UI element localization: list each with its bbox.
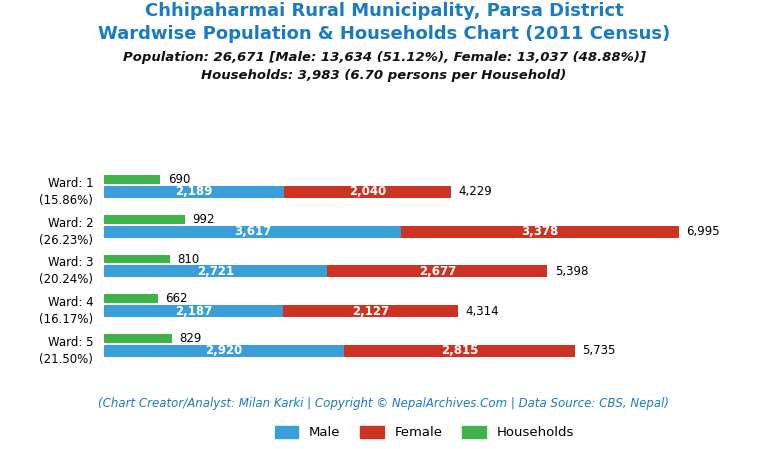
Bar <box>104 255 170 264</box>
Text: 992: 992 <box>193 213 215 226</box>
Text: Population: 26,671 [Male: 13,634 (51.12%), Female: 13,037 (48.88%)]: Population: 26,671 [Male: 13,634 (51.12%… <box>123 51 645 64</box>
Text: 3,378: 3,378 <box>521 225 558 238</box>
Bar <box>344 345 575 357</box>
Text: Households: 3,983 (6.70 persons per Household): Households: 3,983 (6.70 persons per Hous… <box>201 69 567 82</box>
Text: 2,721: 2,721 <box>197 265 234 278</box>
Bar <box>104 305 283 317</box>
Text: 690: 690 <box>167 173 190 186</box>
Text: Wardwise Population & Households Chart (2011 Census): Wardwise Population & Households Chart (… <box>98 25 670 43</box>
Bar <box>104 265 327 277</box>
Text: 5,735: 5,735 <box>583 344 616 357</box>
Text: 2,189: 2,189 <box>175 185 213 198</box>
Text: 829: 829 <box>179 332 202 345</box>
Text: 2,677: 2,677 <box>419 265 456 278</box>
Text: 2,187: 2,187 <box>175 304 212 317</box>
Text: 662: 662 <box>166 292 188 305</box>
Bar <box>104 295 158 303</box>
Bar <box>283 305 458 317</box>
Text: 4,314: 4,314 <box>465 304 499 317</box>
Bar <box>104 175 161 184</box>
Bar <box>283 186 452 198</box>
Bar <box>104 215 185 224</box>
Text: 3,617: 3,617 <box>233 225 271 238</box>
Bar <box>104 186 283 198</box>
Bar <box>104 334 172 343</box>
Text: 2,127: 2,127 <box>353 304 389 317</box>
Text: 6,995: 6,995 <box>686 225 720 238</box>
Bar <box>327 265 548 277</box>
Text: 2,040: 2,040 <box>349 185 386 198</box>
Text: 5,398: 5,398 <box>554 265 588 278</box>
Text: 2,815: 2,815 <box>441 344 478 357</box>
Text: 2,920: 2,920 <box>205 344 243 357</box>
Text: 4,229: 4,229 <box>458 185 492 198</box>
Legend: Male, Female, Households: Male, Female, Households <box>270 421 579 445</box>
Text: 810: 810 <box>177 253 200 265</box>
Text: (Chart Creator/Analyst: Milan Karki | Copyright © NepalArchives.Com | Data Sourc: (Chart Creator/Analyst: Milan Karki | Co… <box>98 397 670 410</box>
Bar <box>104 345 344 357</box>
Text: Chhipaharmai Rural Municipality, Parsa District: Chhipaharmai Rural Municipality, Parsa D… <box>144 2 624 20</box>
Bar <box>401 226 679 238</box>
Bar <box>104 226 401 238</box>
